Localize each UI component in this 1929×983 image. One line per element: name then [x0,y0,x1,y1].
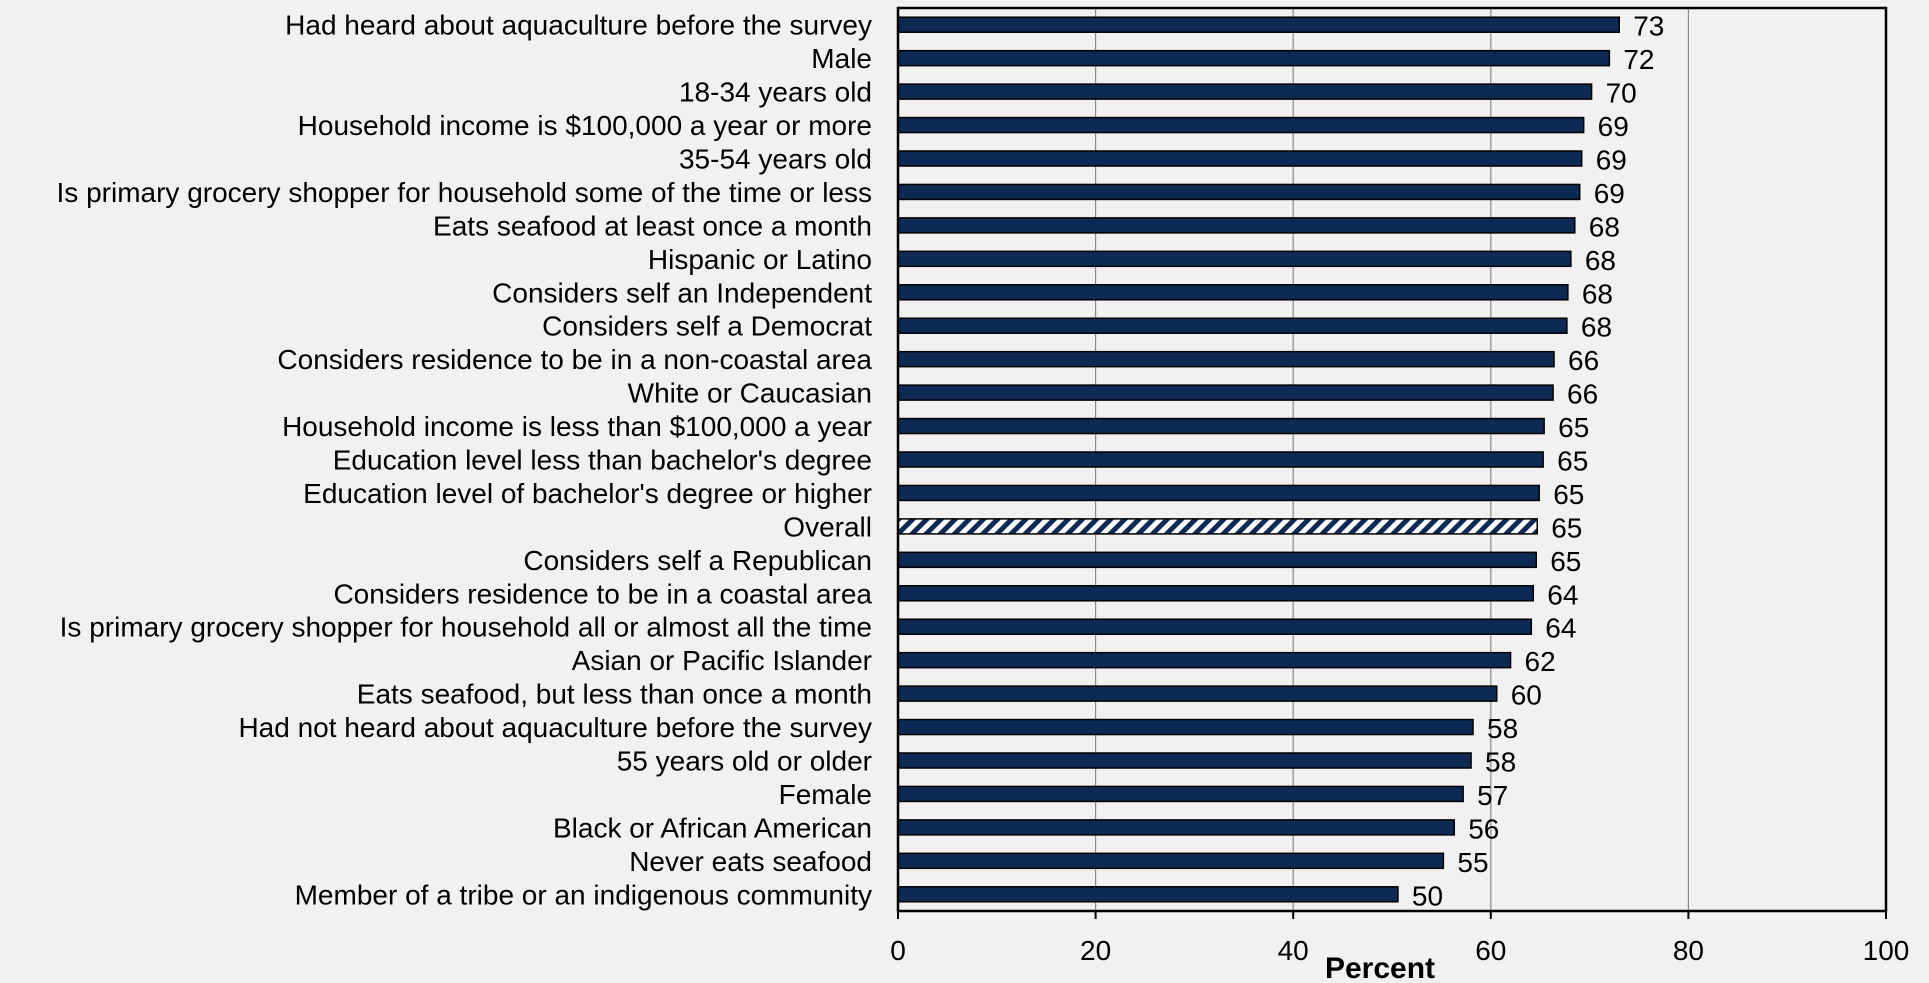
bar [897,417,1545,435]
bar [897,183,1581,201]
category-label: Eats seafood at least once a month [433,210,872,241]
x-tick-label: 20 [1080,935,1111,966]
bar [897,217,1576,234]
value-label: 64 [1547,579,1578,610]
category-label: Never eats seafood [629,846,872,877]
category-label: Hispanic or Latino [648,244,872,275]
category-labels: Had heard about aquaculture before the s… [57,10,873,911]
bar-series [897,16,1620,903]
value-label: 60 [1511,680,1542,711]
category-label: Considers self a Democrat [542,311,872,342]
bar [897,752,1472,769]
value-label: 64 [1545,613,1576,644]
bar [897,484,1540,502]
bar [897,852,1445,870]
x-tick-label: 0 [890,935,906,966]
bar [897,585,1535,602]
value-label: 58 [1485,747,1516,778]
x-axis-title: Percent [1325,952,1435,983]
category-label: Education level of bachelor's degree or … [303,478,872,509]
bar [897,651,1512,669]
value-label: 68 [1581,312,1612,343]
bar [897,718,1474,736]
category-label: White or Caucasian [628,378,872,409]
category-label: Household income is $100,000 a year or m… [298,110,872,141]
bar [897,116,1585,134]
category-label: Had heard about aquaculture before the s… [285,10,872,41]
bar [897,785,1464,803]
value-label: 72 [1623,44,1654,75]
category-label: Household income is less than $100,000 a… [282,411,872,442]
value-label: 68 [1585,245,1616,276]
value-label: 65 [1553,479,1584,510]
value-label: 50 [1412,880,1443,911]
category-label: Considers self an Independent [492,277,872,308]
value-labels: 7372706969696868686866666565656565646462… [1412,11,1664,912]
value-label: 66 [1567,379,1598,410]
category-label: Considers residence to be in a non-coast… [277,344,872,375]
category-label: 18-34 years old [679,77,872,108]
category-label: Is primary grocery shopper for household… [57,177,872,208]
x-axis-ticks: 0 20 40 60 80 100 [890,911,1909,966]
category-label: Member of a tribe or an indigenous commu… [295,879,872,910]
bar [897,350,1555,368]
value-label: 68 [1589,211,1620,242]
bar [897,886,1399,903]
bar [897,384,1554,401]
category-label: Had not heard about aquaculture before t… [238,712,872,743]
value-label: 62 [1525,646,1556,677]
category-label: Is primary grocery shopper for household… [60,612,872,643]
category-label: Male [811,43,872,74]
value-label: 66 [1568,345,1599,376]
category-label: Asian or Pacific Islander [572,645,872,676]
x-tick-label: 60 [1475,935,1506,966]
bar [897,819,1455,836]
value-label: 65 [1550,546,1581,577]
bar [897,685,1498,702]
x-tick-label: 100 [1863,935,1910,966]
category-label: Overall [783,511,872,542]
value-label: 68 [1582,278,1613,309]
value-label: 65 [1558,412,1589,443]
category-label: 35-54 years old [679,144,872,175]
value-label: 57 [1477,780,1508,811]
value-label: 73 [1633,11,1664,42]
category-label: Female [779,779,872,810]
category-label: 55 years old or older [617,746,872,777]
value-label: 56 [1468,813,1499,844]
value-label: 70 [1606,78,1637,109]
bar [897,518,1538,535]
value-label: 65 [1551,512,1582,543]
bar [897,451,1544,468]
value-label: 69 [1596,145,1627,176]
plot-frame [896,6,1888,913]
bar [897,551,1537,569]
bar [897,284,1569,301]
category-label: Considers residence to be in a coastal a… [333,578,872,609]
category-label: Education level less than bachelor's deg… [333,445,872,476]
bar [897,618,1533,635]
bar [897,49,1611,67]
category-label: Eats seafood, but less than once a month [357,679,872,710]
value-label: 69 [1598,111,1629,142]
x-tick-label: 80 [1673,935,1704,966]
category-label: Considers self a Republican [523,545,872,576]
bar [897,250,1572,268]
value-label: 69 [1594,178,1625,209]
x-tick-label: 40 [1278,935,1309,966]
category-label: Black or African American [553,812,872,843]
value-label: 55 [1457,847,1488,878]
value-label: 58 [1487,713,1518,744]
bar [897,150,1583,167]
value-label: 65 [1557,446,1588,477]
bar [897,317,1568,334]
bar [897,16,1620,33]
bar [897,83,1593,100]
